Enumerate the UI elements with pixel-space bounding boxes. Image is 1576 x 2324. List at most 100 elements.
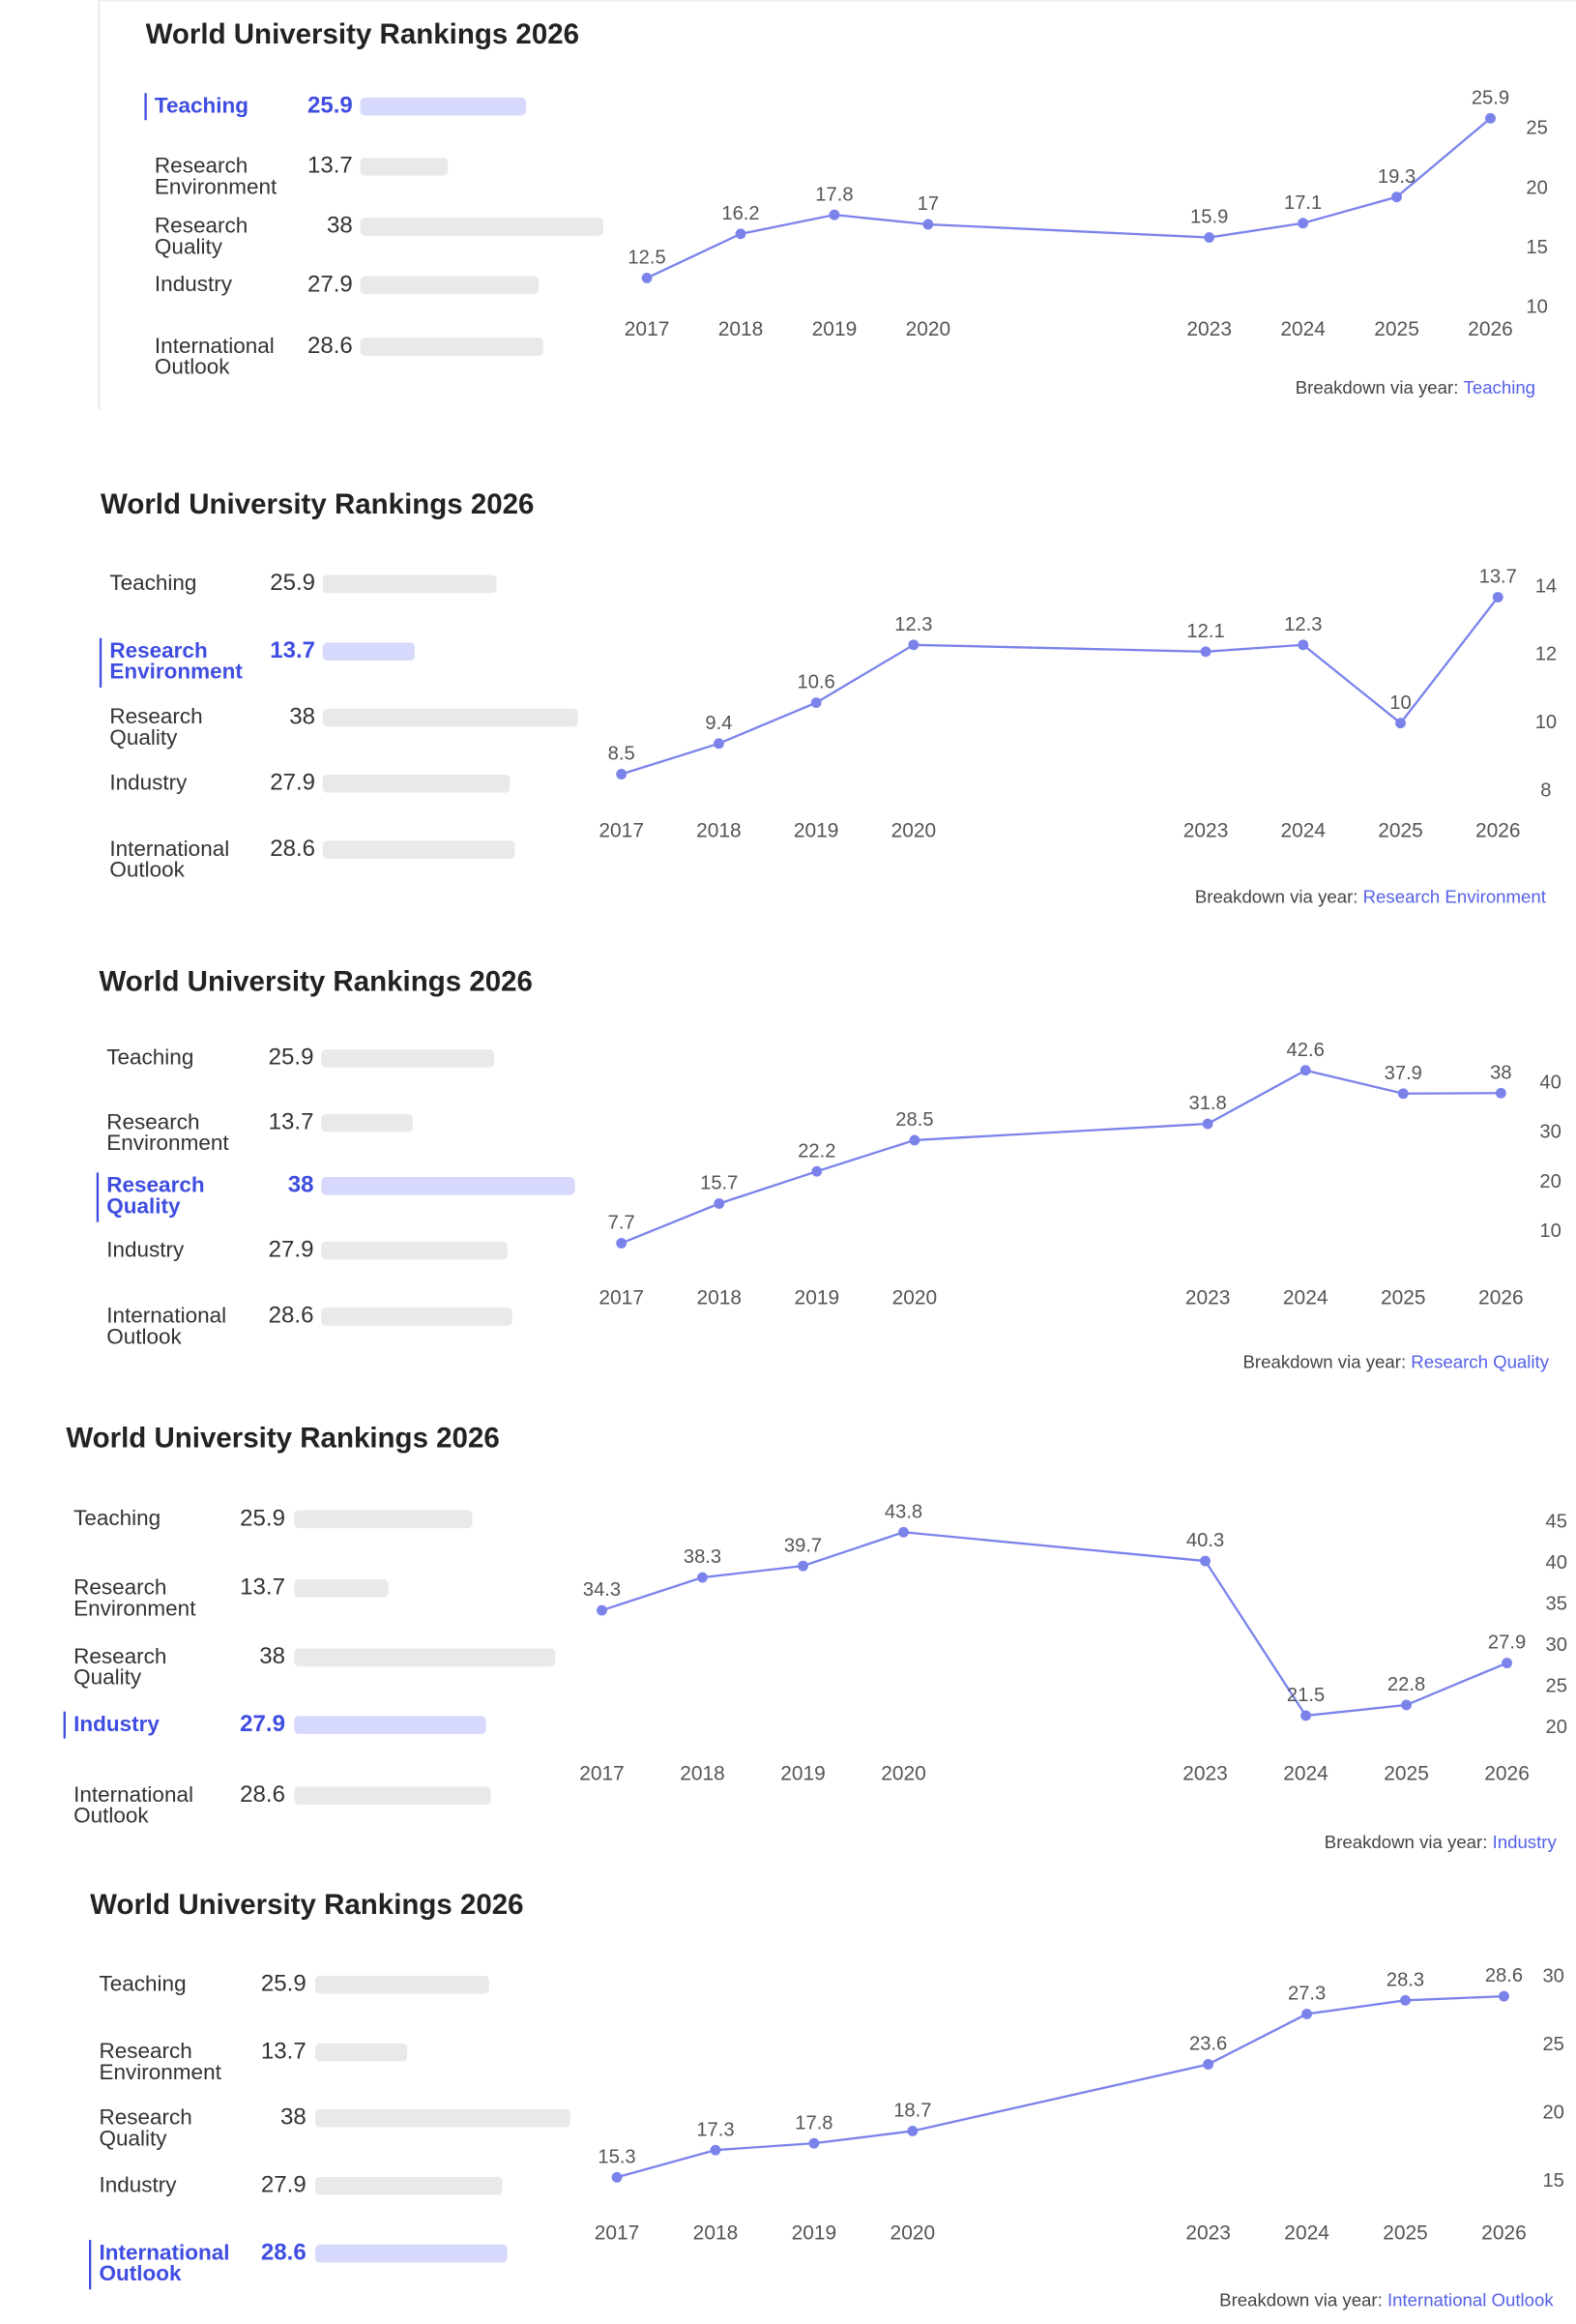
metric-bar xyxy=(360,338,543,356)
metric-label[interactable]: Research Quality xyxy=(99,2105,192,2152)
x-tick-label: 2019 xyxy=(812,318,858,340)
y-tick-label: 20 xyxy=(1526,177,1547,198)
metric-label[interactable]: International Outlook xyxy=(106,1304,227,1350)
point xyxy=(798,1560,808,1572)
y-tick-label: 14 xyxy=(1535,575,1557,597)
footer-metric: Teaching xyxy=(1464,377,1536,397)
metric-bar xyxy=(321,1177,575,1195)
x-tick-label: 2020 xyxy=(906,318,951,340)
metric-label-box: Teaching xyxy=(73,1507,161,1532)
point xyxy=(1492,592,1503,603)
point xyxy=(829,209,840,221)
x-tick-label: 2018 xyxy=(693,2221,739,2244)
metric-label[interactable]: International Outlook xyxy=(154,335,275,380)
metric-label[interactable]: Industry xyxy=(109,771,188,796)
data-label: 15.3 xyxy=(598,2146,635,2167)
x-tick-label: 2020 xyxy=(881,1762,926,1784)
panel-title: World University Rankings 2026 xyxy=(101,488,534,520)
footer: Breakdown via year: Industry xyxy=(1325,1832,1558,1852)
metric-label[interactable]: Research Quality xyxy=(109,705,203,751)
metric-label[interactable]: Research Quality xyxy=(73,1645,167,1691)
footer-metric: Research Quality xyxy=(1411,1351,1549,1371)
footer: Breakdown via year: Research Quality xyxy=(1243,1351,1550,1371)
point xyxy=(1397,1088,1409,1100)
data-label: 27.9 xyxy=(1488,1633,1526,1654)
metric-label[interactable]: Research Quality xyxy=(154,214,248,260)
metric-label[interactable]: Teaching xyxy=(106,1045,194,1071)
y-tick-label: 20 xyxy=(1539,1171,1561,1192)
point xyxy=(1299,1065,1311,1076)
data-label: 8.5 xyxy=(608,744,635,765)
point xyxy=(810,697,822,709)
metric-value: 25.9 xyxy=(261,1971,306,1997)
metric-label[interactable]: Research Environment xyxy=(154,154,277,200)
point xyxy=(908,639,919,651)
point xyxy=(1400,1994,1411,2006)
metric-label[interactable]: Teaching xyxy=(73,1507,161,1532)
x-tick-label: 2019 xyxy=(792,2221,837,2244)
y-tick-label: 30 xyxy=(1542,1966,1563,1987)
panel-title: World University Rankings 2026 xyxy=(66,1422,499,1454)
point xyxy=(641,272,653,283)
metric-label-box: Research Quality xyxy=(73,1645,167,1691)
metric-label[interactable]: Teaching xyxy=(99,1972,187,1997)
metric-label[interactable]: Research Environment xyxy=(73,1575,196,1622)
data-label: 23.6 xyxy=(1189,2034,1227,2055)
metric-label-box: International Outlook xyxy=(99,2241,230,2287)
data-label: 12.1 xyxy=(1186,621,1224,642)
point xyxy=(1298,639,1309,651)
metric-label-box: Research Environment xyxy=(154,154,277,200)
metric-label[interactable]: International Outlook xyxy=(99,2241,230,2287)
panel-title: World University Rankings 2026 xyxy=(146,18,579,50)
metric-label-box: Teaching xyxy=(106,1045,194,1071)
y-tick-label: 20 xyxy=(1542,2102,1563,2123)
data-label: 42.6 xyxy=(1287,1040,1325,1061)
data-label: 17 xyxy=(918,193,939,215)
x-tick-label: 2025 xyxy=(1384,1762,1429,1784)
x-tick-label: 2023 xyxy=(1182,1762,1228,1784)
y-tick-label: 25 xyxy=(1526,118,1547,139)
metric-label-box: International Outlook xyxy=(109,838,230,883)
metric-label[interactable]: Industry xyxy=(99,2173,177,2198)
data-label: 15.7 xyxy=(700,1173,738,1194)
x-tick-label: 2023 xyxy=(1183,820,1229,842)
metric-label[interactable]: International Outlook xyxy=(109,838,230,883)
metric-value: 28.6 xyxy=(240,1781,285,1808)
metric-label[interactable]: Research Environment xyxy=(109,639,243,685)
metric-label[interactable]: Industry xyxy=(154,273,233,298)
metric-label-box: International Outlook xyxy=(106,1304,227,1350)
data-label: 17.8 xyxy=(795,2112,832,2133)
x-tick-label: 2025 xyxy=(1378,820,1423,842)
data-label: 10.6 xyxy=(798,672,835,693)
metric-value: 28.6 xyxy=(270,836,315,862)
metric-label[interactable]: Research Environment xyxy=(106,1110,229,1157)
x-tick-label: 2024 xyxy=(1280,318,1326,340)
metric-value: 25.9 xyxy=(240,1505,285,1531)
x-tick-label: 2018 xyxy=(718,318,764,340)
point xyxy=(735,228,746,240)
panel-title: World University Rankings 2026 xyxy=(99,966,532,998)
metric-value: 38 xyxy=(327,213,353,239)
metric-bar xyxy=(360,157,449,176)
y-tick-label: 10 xyxy=(1526,297,1547,318)
metric-label[interactable]: Teaching xyxy=(109,572,197,597)
footer-text: Breakdown via year: xyxy=(1243,1351,1407,1371)
x-tick-label: 2018 xyxy=(696,820,742,842)
metric-label[interactable]: Research Environment xyxy=(99,2040,221,2086)
metric-label[interactable]: International Outlook xyxy=(73,1783,193,1829)
y-tick-label: 20 xyxy=(1546,1717,1567,1738)
metric-value: 27.9 xyxy=(261,2172,306,2198)
metric-label[interactable]: Teaching xyxy=(154,94,249,119)
line xyxy=(616,1994,1504,2179)
metric-bar xyxy=(294,1786,491,1805)
metric-label[interactable]: Industry xyxy=(73,1713,160,1738)
point xyxy=(1391,191,1402,203)
data-label: 17.3 xyxy=(696,2119,734,2140)
metric-label-box: Research Environment xyxy=(109,639,243,685)
metric-bar xyxy=(322,642,415,662)
metric-value: 38 xyxy=(280,2104,306,2131)
metric-label[interactable]: Research Quality xyxy=(106,1173,205,1220)
footer: Breakdown via year: International Outloo… xyxy=(1219,2290,1554,2310)
metric-label[interactable]: Industry xyxy=(106,1238,185,1263)
